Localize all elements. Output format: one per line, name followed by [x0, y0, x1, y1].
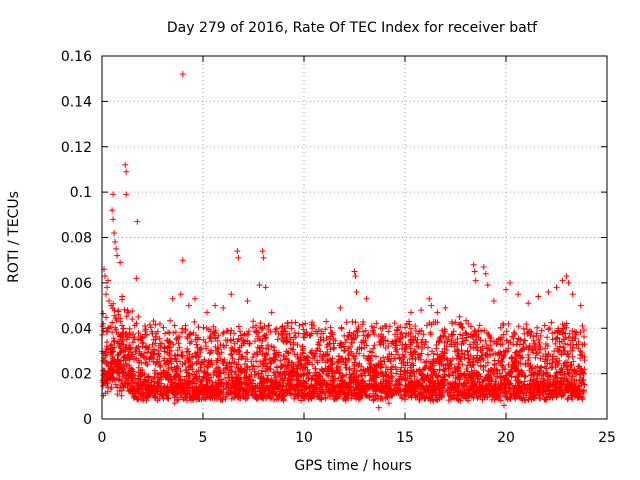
data-point	[112, 239, 119, 246]
data-point	[442, 304, 449, 311]
data-point	[323, 318, 330, 325]
data-point	[434, 309, 441, 316]
y-tick-label: 0.14	[61, 94, 92, 110]
plot-frame	[101, 55, 608, 420]
data-point	[268, 309, 275, 316]
data-point	[244, 298, 251, 305]
data-point	[545, 288, 552, 295]
data-point-band	[99, 296, 588, 404]
data-point	[418, 307, 425, 314]
data-point	[553, 284, 560, 291]
data-point	[456, 313, 463, 320]
data-point	[262, 284, 269, 291]
x-tick-label: 10	[295, 430, 313, 446]
data-point	[102, 273, 109, 280]
data-point	[235, 254, 242, 261]
data-point	[490, 298, 497, 305]
data-point	[393, 327, 400, 334]
y-axis-label: ROTI / TECUs	[6, 191, 22, 283]
data-point	[106, 298, 113, 305]
data-point	[480, 263, 487, 270]
data-point	[353, 288, 360, 295]
data-point	[535, 293, 542, 300]
data-point	[337, 304, 344, 311]
data-point	[123, 191, 130, 198]
data-point	[569, 291, 576, 298]
data-point	[113, 245, 120, 252]
data-point	[352, 273, 359, 280]
y-tick-label: 0.12	[61, 140, 92, 156]
data-point	[428, 302, 435, 309]
data-point	[375, 404, 382, 411]
y-tick-labels: 0 0.02 0.04 0.06 0.08 0.1 0.12 0.14 0.16	[61, 49, 92, 428]
data-point	[228, 291, 235, 298]
data-point	[114, 252, 121, 259]
data-point	[110, 216, 117, 223]
data-point	[500, 402, 507, 409]
data-point	[129, 316, 136, 323]
data-point	[122, 161, 129, 168]
data-point	[484, 282, 491, 289]
data-point	[412, 322, 419, 329]
y-tick-label: 0.1	[70, 185, 92, 201]
data-point	[177, 291, 184, 298]
data-point	[470, 261, 477, 268]
data-point	[525, 300, 532, 307]
data-point	[408, 309, 415, 316]
data-point	[191, 295, 198, 302]
x-tick-label: 0	[98, 430, 107, 446]
y-tick-label: 0	[83, 412, 92, 428]
x-axis-label: GPS time / hours	[294, 458, 411, 474]
data-point	[135, 313, 142, 320]
x-tick-label: 15	[396, 430, 414, 446]
data-point	[515, 291, 522, 298]
data-point	[220, 304, 227, 311]
data-point	[260, 254, 267, 261]
data-point	[133, 275, 140, 282]
data-point	[426, 295, 433, 302]
data-point	[169, 295, 176, 302]
data-point	[363, 295, 370, 302]
data-point	[109, 207, 116, 214]
data-point	[503, 286, 509, 293]
data-point	[104, 284, 111, 291]
data-point	[563, 273, 570, 280]
data-point	[507, 279, 514, 286]
data-point	[385, 400, 392, 407]
y-tick-label: 0.02	[61, 367, 92, 383]
y-tick-label: 0.08	[61, 231, 92, 247]
data-points	[99, 71, 588, 411]
data-point	[111, 229, 118, 236]
data-point	[234, 248, 241, 255]
data-point	[559, 277, 566, 284]
x-tick-label: 5	[199, 430, 208, 446]
data-point	[123, 168, 130, 175]
data-point	[256, 282, 263, 289]
data-point	[103, 291, 110, 298]
chart-title: Day 279 of 2016, Rate Of TEC Index for r…	[167, 20, 538, 36]
data-point	[565, 279, 572, 286]
data-point	[471, 268, 478, 275]
x-tick-labels: 0 5 10 15 20 25	[98, 430, 616, 446]
data-point	[472, 277, 479, 284]
y-tick-label: 0.04	[61, 321, 92, 337]
data-point	[212, 302, 219, 309]
y-tick-label: 0.16	[61, 49, 92, 65]
data-point	[110, 191, 117, 198]
data-point	[105, 277, 112, 284]
data-point	[134, 218, 141, 225]
data-point	[577, 302, 584, 309]
data-point	[259, 248, 266, 255]
data-point	[179, 71, 186, 78]
data-point	[204, 309, 211, 316]
data-point	[117, 259, 124, 266]
data-point	[482, 270, 489, 277]
x-tick-label: 20	[497, 430, 515, 446]
data-point	[185, 302, 192, 309]
y-tick-label: 0.06	[61, 276, 92, 292]
x-tick-label: 25	[598, 430, 616, 446]
data-point	[179, 257, 186, 264]
data-point	[351, 268, 358, 275]
